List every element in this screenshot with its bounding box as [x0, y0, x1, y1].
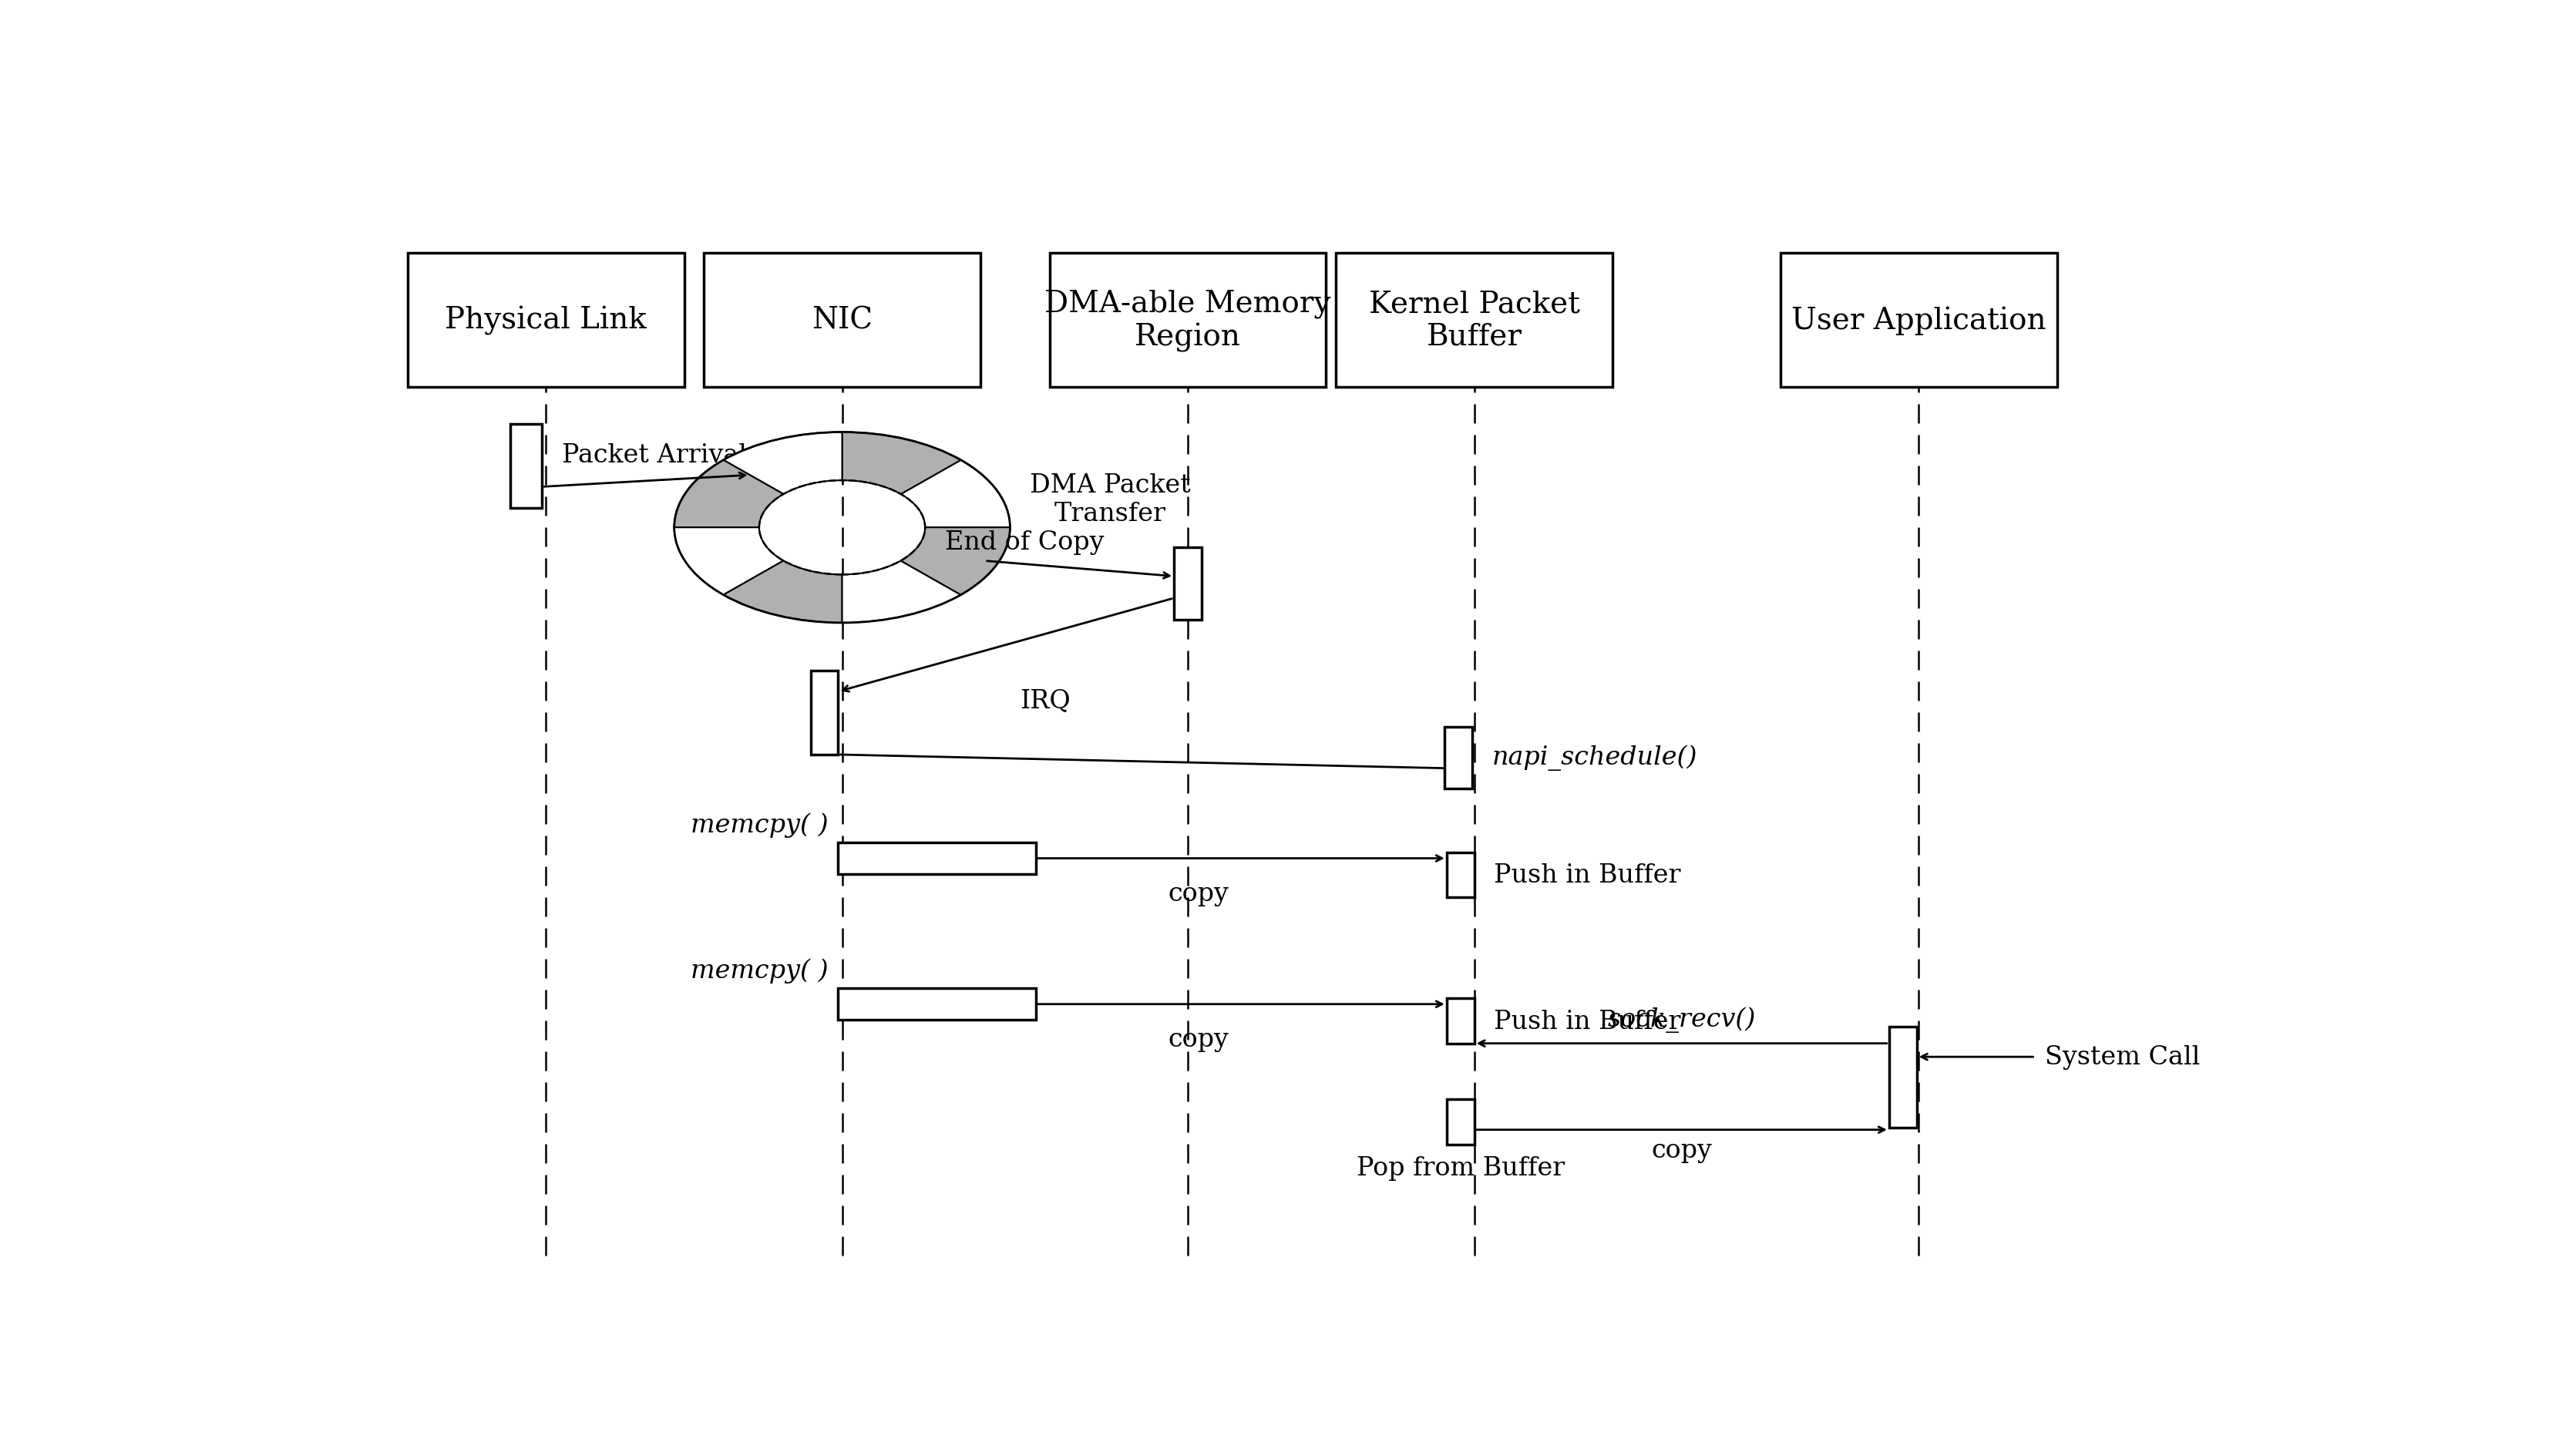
Text: System Call: System Call: [2044, 1045, 2200, 1069]
Text: copy: copy: [1167, 881, 1229, 906]
Text: Physical Link: Physical Link: [446, 306, 647, 335]
Bar: [839, 989, 1035, 1021]
Text: DMA-able Memory
Region: DMA-able Memory Region: [1045, 290, 1331, 352]
Wedge shape: [841, 561, 961, 623]
Bar: [1448, 853, 1473, 898]
Bar: [1175, 547, 1201, 620]
Wedge shape: [900, 529, 1009, 596]
Text: memcpy( ): memcpy( ): [691, 958, 828, 983]
Text: NIC: NIC: [811, 306, 872, 335]
Wedge shape: [900, 460, 1009, 529]
Text: memcpy( ): memcpy( ): [691, 812, 828, 837]
Text: User Application: User Application: [1792, 306, 2047, 335]
Text: IRQ: IRQ: [1020, 689, 1071, 713]
Text: Kernel Packet
Buffer: Kernel Packet Buffer: [1369, 290, 1580, 351]
Bar: [510, 424, 543, 508]
Wedge shape: [724, 432, 841, 495]
Bar: [1889, 1026, 1917, 1127]
Wedge shape: [841, 432, 961, 495]
Bar: [1448, 1099, 1473, 1144]
Text: Push in Buffer: Push in Buffer: [1494, 1009, 1680, 1034]
Bar: [704, 253, 981, 387]
Wedge shape: [673, 460, 783, 529]
Text: DMA Packet
Transfer: DMA Packet Transfer: [1030, 473, 1190, 526]
Text: copy: copy: [1167, 1026, 1229, 1051]
Text: Push in Buffer: Push in Buffer: [1494, 863, 1680, 888]
Bar: [839, 843, 1035, 874]
Text: Packet Arrival: Packet Arrival: [561, 443, 747, 467]
Bar: [811, 671, 839, 754]
Bar: [1336, 253, 1614, 387]
Text: Pop from Buffer: Pop from Buffer: [1356, 1156, 1565, 1181]
Text: End of Copy: End of Copy: [946, 530, 1104, 555]
Text: copy: copy: [1652, 1137, 1713, 1162]
Bar: [408, 253, 683, 387]
Text: sock_recv(): sock_recv(): [1608, 1006, 1756, 1032]
Bar: [1448, 999, 1473, 1044]
Bar: [1445, 727, 1473, 789]
Wedge shape: [724, 561, 841, 623]
Bar: [1050, 253, 1325, 387]
Wedge shape: [673, 529, 783, 596]
Text: napi_schedule(): napi_schedule(): [1491, 744, 1698, 770]
Bar: [1782, 253, 2057, 387]
